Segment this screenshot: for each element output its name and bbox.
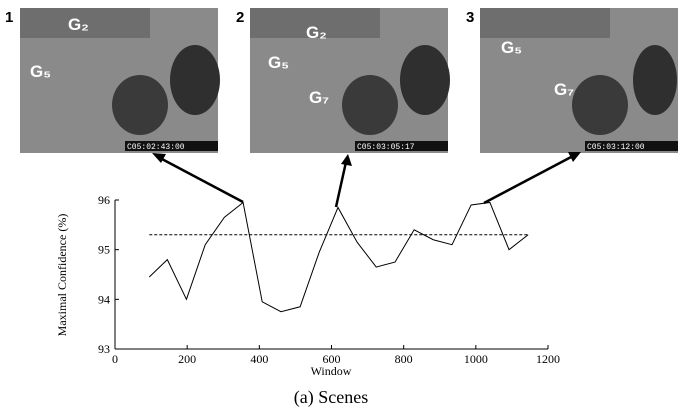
arrows <box>152 152 581 208</box>
group-label: G₇ <box>554 80 574 99</box>
group-label: G₂ <box>306 23 327 42</box>
scene-image <box>342 75 398 135</box>
scene-image <box>633 45 677 115</box>
y-tick-label: 94 <box>98 292 110 306</box>
timestamp: C05:03:05:17 <box>357 143 415 152</box>
x-tick-label: 600 <box>323 352 341 366</box>
group-label: G₅ <box>268 53 289 72</box>
timestamp-box <box>125 141 218 151</box>
x-tick-label: 1000 <box>464 352 488 366</box>
y-tick-label: 95 <box>98 243 110 257</box>
group-label: G₂ <box>68 15 89 34</box>
group-label: G₅ <box>501 38 522 57</box>
y-axis-label: Maximal Confidence (%) <box>55 214 69 337</box>
group-label: G₇ <box>309 88 329 107</box>
arrow <box>334 161 348 208</box>
panel: 2 G₂ G₅ G₇ C05:03:05:17 <box>236 8 450 153</box>
arrow-head <box>568 152 581 162</box>
scene-image <box>250 8 380 38</box>
scene-image <box>400 45 450 115</box>
timestamp-box <box>355 141 448 151</box>
group-label: G₅ <box>30 62 51 81</box>
panel-number: 1 <box>5 9 13 26</box>
x-tick-label: 1200 <box>536 352 560 366</box>
x-tick-label: 0 <box>112 352 118 366</box>
panel: 3 G₅ G₇ C05:03:12:00 <box>466 8 678 153</box>
scene-image <box>20 8 150 38</box>
scene-image <box>170 45 220 115</box>
arrow-head <box>152 153 166 163</box>
x-tick-label: 400 <box>250 352 268 366</box>
y-tick-label: 96 <box>98 193 110 207</box>
x-tick-label: 200 <box>178 352 196 366</box>
arrow-head <box>341 154 352 166</box>
panel-number: 2 <box>236 9 244 26</box>
y-tick-label: 93 <box>98 342 110 356</box>
panel: 1 G₂ G₅ C05:02:43:00 <box>5 8 220 153</box>
scene-image <box>480 8 610 38</box>
timestamp-box <box>585 141 678 151</box>
x-tick-label: 800 <box>395 352 413 366</box>
data-line <box>148 201 529 313</box>
x-axis-label: Window <box>311 364 352 378</box>
panel-number: 3 <box>466 9 474 26</box>
timestamp: C05:03:12:00 <box>587 143 645 152</box>
arrow <box>483 154 574 205</box>
arrow <box>159 156 244 204</box>
timestamp: C05:02:43:00 <box>127 143 185 152</box>
scene-image <box>112 75 168 135</box>
scene-image <box>572 75 628 135</box>
caption: (a) Scenes <box>294 387 368 408</box>
